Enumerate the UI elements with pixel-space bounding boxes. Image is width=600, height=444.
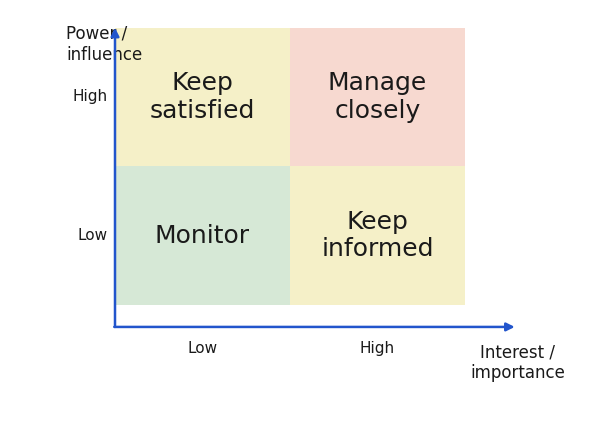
Text: Power /
influence: Power / influence <box>66 25 142 64</box>
Text: Low: Low <box>78 228 108 243</box>
Text: Manage
closely: Manage closely <box>328 71 427 123</box>
Text: Keep
informed: Keep informed <box>321 210 434 262</box>
Bar <box>115 28 290 166</box>
Text: High: High <box>73 90 108 104</box>
Text: High: High <box>360 341 395 356</box>
Text: Monitor: Monitor <box>155 223 250 247</box>
Bar <box>290 28 465 166</box>
Text: Keep
satisfied: Keep satisfied <box>150 71 255 123</box>
Bar <box>115 166 290 305</box>
Bar <box>290 166 465 305</box>
Text: Interest /
importance: Interest / importance <box>470 344 565 382</box>
Text: Low: Low <box>187 341 218 356</box>
